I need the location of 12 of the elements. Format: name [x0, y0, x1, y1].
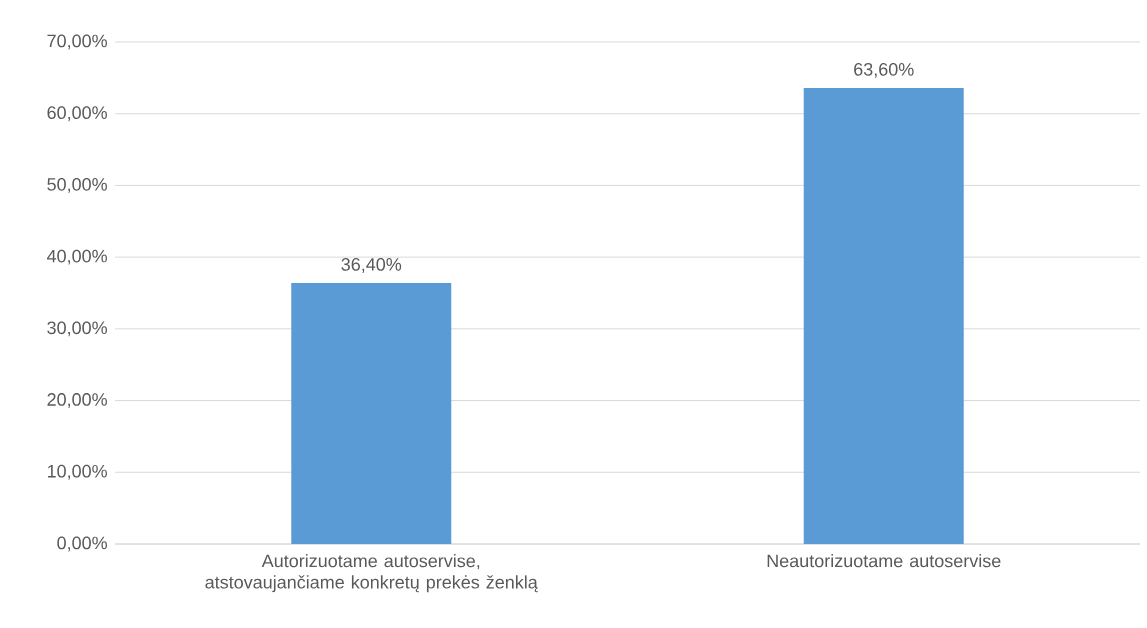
y-tick-label: 30,00% — [47, 321, 107, 337]
y-tick-label: 70,00% — [47, 34, 107, 50]
x-tick-label: Autorizuotame autoservise, atstovaujančiame konkretų prekės ženklą — [205, 554, 538, 593]
data-label: 36,40% — [341, 258, 402, 273]
y-tick-label: 20,00% — [47, 393, 107, 408]
y-tick-label: 60,00% — [47, 106, 107, 122]
y-tick-label: 50,00% — [47, 177, 107, 193]
x-tick-label: Neautorizuotame autoservise — [767, 554, 1001, 568]
y-tick-label: 10,00% — [47, 464, 107, 480]
y-tick-label: 40,00% — [47, 249, 107, 265]
data-label: 63,60% — [854, 62, 914, 78]
y-tick-label: 0,00% — [57, 536, 107, 552]
